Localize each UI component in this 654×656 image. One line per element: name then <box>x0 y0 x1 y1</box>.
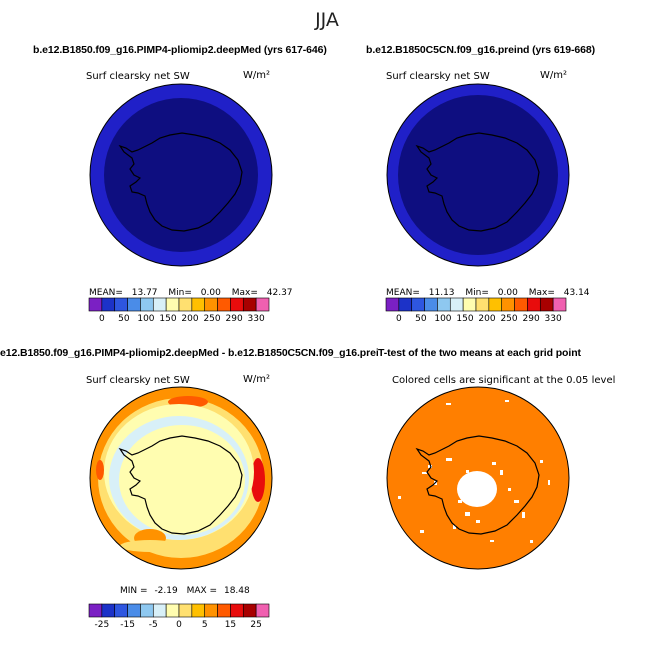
colorbar-tick-label: 330 <box>248 314 265 324</box>
panel3-field-label: Surf clearsky net SW <box>86 375 190 386</box>
panel3-red-patch-east <box>251 458 265 502</box>
colorbar-tick-label: 50 <box>415 314 427 324</box>
panel3-title: e12.B1850.f09_g16.PIMP4-pliomip2.deepMed… <box>0 347 378 359</box>
panel3-min-value: -2.19 <box>154 586 178 596</box>
colorbar-tick-label: 200 <box>478 314 495 324</box>
panel2-min-label: Min= <box>465 288 489 298</box>
panel2-mean-value: 11.13 <box>428 288 455 298</box>
panel1-mean-value: 13.77 <box>131 288 158 298</box>
panel2-antarctica-outline <box>415 132 540 232</box>
panel1-mean-label: MEAN= <box>89 288 123 298</box>
panel4-title: T-test of the two means at each grid poi… <box>378 347 581 359</box>
colorbar-tick-label: 0 <box>99 314 105 324</box>
panel1-field-label: Surf clearsky net SW <box>86 71 190 82</box>
colorbar-tick-label: -25 <box>95 620 110 630</box>
panel4-insignificant-pole <box>457 471 497 507</box>
panel1-antarctica-outline <box>118 132 243 232</box>
colorbar-tick-label: 290 <box>226 314 243 324</box>
panel2-units: W/m² <box>540 70 568 81</box>
panel4-antarctica-outline <box>415 435 540 535</box>
panel2-field-label: Surf clearsky net SW <box>386 71 490 82</box>
panel1-title: b.e12.B1850.f09_g16.PIMP4-pliomip2.deepM… <box>33 44 327 56</box>
colorbar-tick-label: 100 <box>137 314 154 324</box>
colorbar-tick-label: -15 <box>120 620 135 630</box>
panel3-max-value: 18.48 <box>223 586 250 596</box>
panel2-max-value: 43.14 <box>563 288 590 298</box>
panel4-field-label: Colored cells are significant at the 0.0… <box>392 375 616 386</box>
colorbar-swatch <box>255 297 270 312</box>
panel1-inner-disk <box>104 98 258 252</box>
colorbar-tick-label: 5 <box>202 620 208 630</box>
colorbar-tick-label: 150 <box>456 314 473 324</box>
colorbar-tick-label: 50 <box>118 314 130 324</box>
panel3-continent-yellow <box>119 425 245 535</box>
colorbar-swatch <box>255 603 270 618</box>
colorbar-tick-label: 150 <box>159 314 176 324</box>
panel3-red-patch-west <box>96 460 104 480</box>
panel1-min-value: 0.00 <box>200 288 221 298</box>
panel3-antarctica-outline <box>118 435 243 535</box>
panel1-max-label: Max= <box>231 288 258 298</box>
colorbar-tick-label: 290 <box>523 314 540 324</box>
panel4-insignificant-specks <box>398 400 550 543</box>
panel1-units: W/m² <box>243 70 271 81</box>
figure-title: JJA <box>315 9 339 31</box>
colorbar-tick-label: -5 <box>149 620 158 630</box>
colorbar-tick-label: 330 <box>545 314 562 324</box>
panel2-mean-label: MEAN= <box>386 288 420 298</box>
colorbar-tick-label: 100 <box>434 314 451 324</box>
panel3-bottom-yellow <box>120 540 180 552</box>
panel1-min-label: Min= <box>168 288 192 298</box>
colorbar-tick-label: 25 <box>250 620 261 630</box>
panel3-max-label: MAX = <box>186 586 218 596</box>
panel2-min-value: 0.00 <box>497 288 518 298</box>
colorbar-swatch <box>552 297 567 312</box>
colorbar-tick-label: 0 <box>176 620 182 630</box>
colorbar-tick-label: 0 <box>396 314 402 324</box>
colorbar-tick-label: 250 <box>203 314 220 324</box>
panel2-inner-disk <box>398 95 558 255</box>
colorbar-tick-label: 250 <box>500 314 517 324</box>
colorbar-tick-label: 200 <box>181 314 198 324</box>
panel2-title: b.e12.B1850C5CN.f09_g16.preind (yrs 619-… <box>366 44 596 56</box>
panel3-min-label: MIN = <box>120 586 148 596</box>
panel3-units: W/m² <box>243 374 271 385</box>
panel1-max-value: 42.37 <box>266 288 293 298</box>
panel2-max-label: Max= <box>528 288 555 298</box>
colorbar-tick-label: 15 <box>225 620 236 630</box>
